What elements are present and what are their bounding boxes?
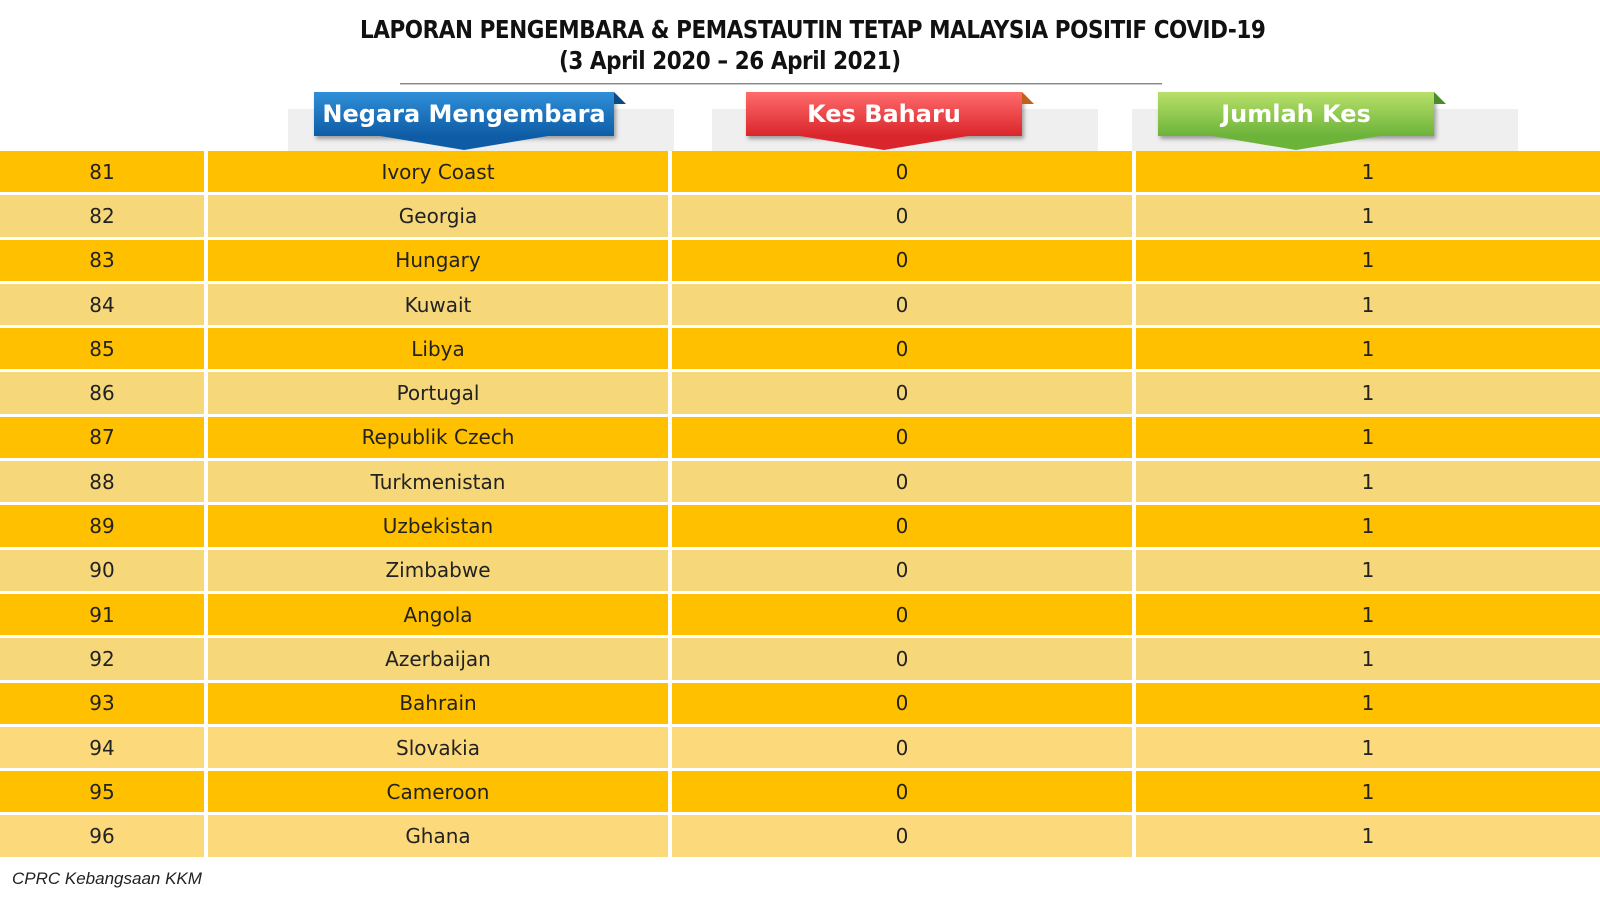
total-cases-cell: 1 [1136, 195, 1600, 237]
new-cases-cell: 0 [672, 195, 1136, 237]
total-cases-cell: 1 [1136, 372, 1600, 414]
total-cases-cell: 1 [1136, 505, 1600, 547]
new-cases-cell: 0 [672, 505, 1136, 547]
new-cases-cell: 0 [672, 372, 1136, 414]
country-cell: Kuwait [208, 283, 672, 326]
new-cases-header-pointer [800, 136, 968, 150]
row-number-cell: 91 [0, 593, 208, 636]
row-number-cell: 89 [0, 505, 208, 547]
row-number-cell: 82 [0, 195, 208, 237]
country-cell: Ivory Coast [208, 151, 672, 193]
row-number-cell: 87 [0, 416, 208, 459]
total-cases-header-fold [1434, 92, 1446, 104]
report-title: LAPORAN PENGEMBARA & PEMASTAUTIN TETAP M… [360, 14, 1266, 76]
country-cell: Ghana [208, 815, 672, 857]
total-cases-column-header: Jumlah Kes [1158, 92, 1446, 150]
total-cases-header-pointer [1212, 136, 1380, 150]
country-cell: Georgia [208, 195, 672, 237]
total-cases-cell: 1 [1136, 151, 1600, 193]
country-cell: Republik Czech [208, 416, 672, 459]
new-cases-cell: 0 [672, 638, 1136, 680]
table-row: 83 Hungary 0 1 [0, 239, 1600, 284]
new-cases-cell: 0 [672, 549, 1136, 591]
row-number-cell: 92 [0, 638, 208, 680]
row-number-cell: 83 [0, 239, 208, 281]
new-cases-header-fold [1022, 92, 1034, 104]
total-cases-cell: 1 [1136, 328, 1600, 370]
table-row: 85 Libya 0 1 [0, 328, 1600, 373]
country-header-pointer [380, 136, 548, 150]
total-cases-cell: 1 [1136, 726, 1600, 769]
title-divider [400, 83, 1162, 85]
table-row: 92 Azerbaijan 0 1 [0, 638, 1600, 683]
table-row: 96 Ghana 0 1 [0, 815, 1600, 860]
total-cases-cell: 1 [1136, 593, 1600, 636]
row-number-cell: 84 [0, 283, 208, 326]
total-cases-cell: 1 [1136, 682, 1600, 724]
country-cell: Zimbabwe [208, 549, 672, 591]
table-row: 87 Republik Czech 0 1 [0, 416, 1600, 462]
new-cases-cell: 0 [672, 593, 1136, 636]
new-cases-cell: 0 [672, 151, 1136, 193]
country-column-header: Negara Mengembara [314, 92, 626, 150]
row-number-cell: 81 [0, 151, 208, 193]
country-header-fold [614, 92, 626, 104]
new-cases-cell: 0 [672, 726, 1136, 769]
country-cell: Turkmenistan [208, 461, 672, 503]
country-cell: Azerbaijan [208, 638, 672, 680]
new-cases-cell: 0 [672, 416, 1136, 459]
country-cell: Bahrain [208, 682, 672, 724]
total-cases-cell: 1 [1136, 638, 1600, 680]
total-cases-cell: 1 [1136, 815, 1600, 857]
row-number-cell: 90 [0, 549, 208, 591]
source-footer: CPRC Kebangsaan KKM [12, 869, 202, 888]
cases-table: 81 Ivory Coast 0 1 82 Georgia 0 1 83 Hungary 0 1 84 K… [0, 151, 1600, 860]
table-row: 82 Georgia 0 1 [0, 195, 1600, 240]
row-number-cell: 96 [0, 815, 208, 857]
new-cases-cell: 0 [672, 328, 1136, 370]
total-cases-cell: 1 [1136, 239, 1600, 281]
new-cases-column-header: Kes Baharu [746, 92, 1034, 150]
new-cases-cell: 0 [672, 461, 1136, 503]
total-cases-column-header-label: Jumlah Kes [1221, 100, 1371, 128]
new-cases-cell: 0 [672, 771, 1136, 813]
row-number-cell: 88 [0, 461, 208, 503]
country-cell: Cameroon [208, 771, 672, 813]
row-number-cell: 93 [0, 682, 208, 724]
country-column-header-label: Negara Mengembara [322, 100, 606, 128]
total-cases-cell: 1 [1136, 416, 1600, 459]
table-row: 89 Uzbekistan 0 1 [0, 505, 1600, 550]
country-cell: Uzbekistan [208, 505, 672, 547]
table-row: 90 Zimbabwe 0 1 [0, 549, 1600, 594]
table-row: 91 Angola 0 1 [0, 593, 1600, 639]
new-cases-column-header-label: Kes Baharu [807, 100, 961, 128]
new-cases-cell: 0 [672, 815, 1136, 857]
table-row: 88 Turkmenistan 0 1 [0, 461, 1600, 506]
row-number-cell: 95 [0, 771, 208, 813]
total-cases-cell: 1 [1136, 549, 1600, 591]
table-row: 95 Cameroon 0 1 [0, 771, 1600, 816]
table-row: 94 Slovakia 0 1 [0, 726, 1600, 772]
row-number-cell: 85 [0, 328, 208, 370]
new-cases-cell: 0 [672, 283, 1136, 326]
table-row: 84 Kuwait 0 1 [0, 283, 1600, 329]
country-cell: Angola [208, 593, 672, 636]
row-number-cell: 86 [0, 372, 208, 414]
country-cell: Hungary [208, 239, 672, 281]
report-title-line1: LAPORAN PENGEMBARA & PEMASTAUTIN TETAP M… [360, 15, 1266, 44]
report-title-line2: (3 April 2020 – 26 April 2021) [558, 46, 901, 75]
new-cases-cell: 0 [672, 239, 1136, 281]
total-cases-cell: 1 [1136, 771, 1600, 813]
total-cases-cell: 1 [1136, 461, 1600, 503]
country-cell: Slovakia [208, 726, 672, 769]
row-number-cell: 94 [0, 726, 208, 769]
table-row: 81 Ivory Coast 0 1 [0, 151, 1600, 196]
table-row: 86 Portugal 0 1 [0, 372, 1600, 417]
country-cell: Libya [208, 328, 672, 370]
total-cases-cell: 1 [1136, 283, 1600, 326]
new-cases-cell: 0 [672, 682, 1136, 724]
country-cell: Portugal [208, 372, 672, 414]
table-row: 93 Bahrain 0 1 [0, 682, 1600, 727]
